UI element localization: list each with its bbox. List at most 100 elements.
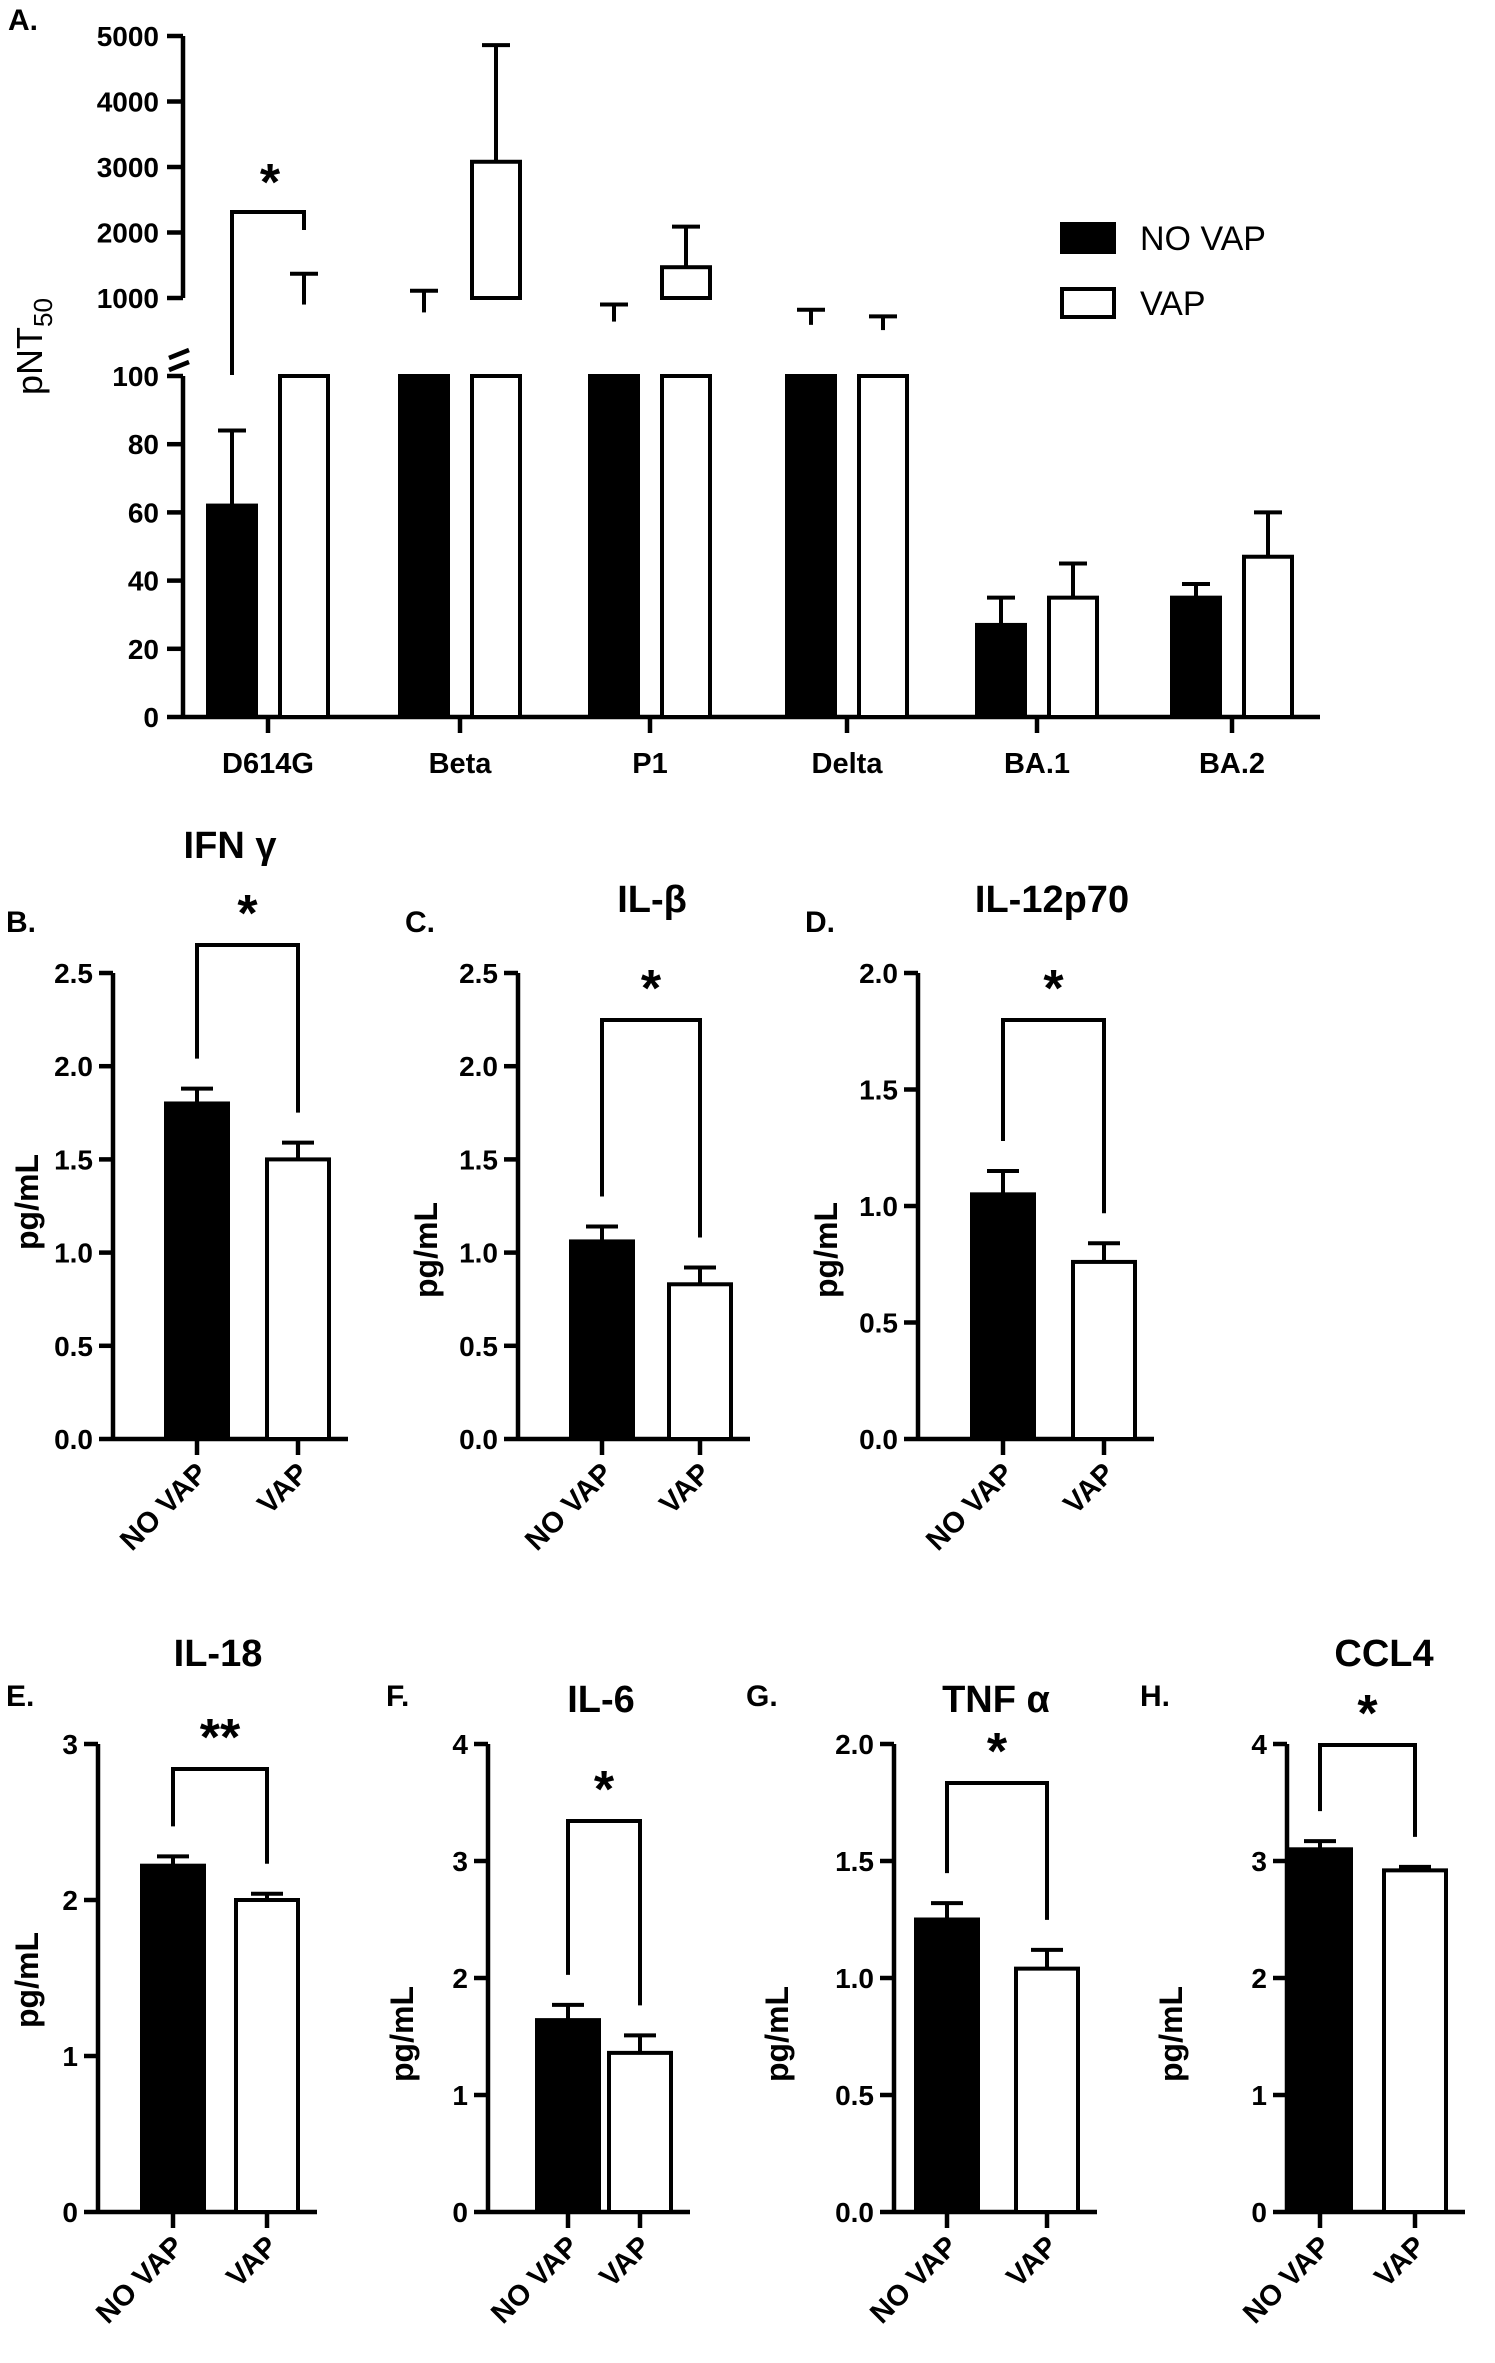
- x-tick-label-c: VAP: [654, 1457, 717, 1520]
- legend-swatch-novap: [1060, 222, 1116, 254]
- panel-e: E. IL-18 pg/mL 0 1 2 3 NO VAP VAP **: [6, 1633, 317, 2330]
- bar-a-novap: [588, 374, 640, 719]
- x-tick-label-e: VAP: [221, 2230, 284, 2293]
- y-tick-label-a: 100: [112, 361, 159, 392]
- y-tick-label-b: 2.5: [54, 958, 93, 989]
- significance-star-b: *: [237, 885, 258, 943]
- bar-e-novap: [140, 1863, 206, 2215]
- x-tick-label-a: D614G: [222, 748, 314, 780]
- bar-a-vap: [470, 159, 522, 300]
- bar-d-vap: [1071, 1259, 1137, 1442]
- significance-star-a: *: [260, 154, 281, 212]
- y-tick-label-h: 0: [1251, 2197, 1267, 2228]
- y-tick-label-g: 1.0: [835, 1963, 874, 1994]
- y-tick-label-b: 1.0: [54, 1238, 93, 1269]
- panel-h: H. CCL4 pg/mL 0 1 2 3 4 NO VAP VAP *: [1140, 1633, 1465, 2330]
- bar-a-novap: [206, 503, 258, 719]
- panel-b: B. IFN γ pg/mL 0.0 0.5 1.0 1.5 2.0 2.5 NO VAP VAP *: [6, 825, 348, 1557]
- y-axis-label-g: pg/mL: [759, 1986, 795, 2082]
- panel-c: C. IL-β pg/mL 0.0 0.5 1.0 1.5 2.0 2.5 NO VAP VAP *: [405, 879, 750, 1557]
- y-tick-label-g: 1.5: [835, 1846, 874, 1877]
- x-tick-label-g: VAP: [1001, 2230, 1064, 2293]
- y-tick-label-h: 1: [1251, 2080, 1267, 2111]
- significance-bracket-h: [1318, 1743, 1417, 1837]
- y-tick-label-a: 4000: [97, 87, 159, 118]
- x-tick-label-g: NO VAP: [864, 2230, 964, 2330]
- bar-e-vap: [234, 1898, 300, 2214]
- y-tick-label-g: 0.0: [835, 2197, 874, 2228]
- significance-star-d: *: [1043, 960, 1064, 1018]
- panel-g: G. TNF α pg/mL 0.0 0.5 1.0 1.5 2.0 NO VAP VAP *: [746, 1679, 1097, 2330]
- y-axis-label-b: pg/mL: [9, 1154, 45, 1250]
- bar-c-vap: [667, 1282, 733, 1441]
- y-tick-label-a: 0: [143, 702, 159, 733]
- significance-star-e: **: [200, 1709, 241, 1767]
- y-axis-label-e: pg/mL: [9, 1932, 45, 2028]
- bar-a-vap: [1047, 595, 1099, 720]
- bar-a-vap: [857, 374, 909, 719]
- bar-d-novap: [970, 1192, 1036, 1441]
- x-tick-label-f: NO VAP: [485, 2230, 585, 2330]
- significance-bracket-d: [1001, 1018, 1106, 1214]
- significance-bracket-f: [566, 1819, 642, 2006]
- y-tick-label-f: 1: [452, 2080, 468, 2111]
- y-tick-label-d: 0.5: [859, 1308, 898, 1339]
- panel-letter-g: G.: [746, 1680, 778, 1713]
- panel-letter-h: H.: [1140, 1680, 1170, 1713]
- legend-label-novap: NO VAP: [1140, 220, 1266, 258]
- x-tick-label-d: VAP: [1058, 1457, 1121, 1520]
- bar-b-novap: [164, 1101, 230, 1441]
- y-tick-label-f: 0: [452, 2197, 468, 2228]
- y-tick-label-f: 3: [452, 1846, 468, 1877]
- bar-f-vap: [607, 2050, 673, 2214]
- bar-g-novap: [914, 1917, 980, 2214]
- panel-title-f: IL-6: [567, 1679, 635, 1721]
- panel-title-d: IL-12p70: [975, 879, 1129, 921]
- panel-title-h: CCL4: [1334, 1633, 1433, 1675]
- y-axis-label-f: pg/mL: [384, 1986, 420, 2082]
- y-tick-label-h: 2: [1251, 1963, 1267, 1994]
- y-tick-label-b: 0.5: [54, 1331, 93, 1362]
- y-tick-label-a: 60: [128, 497, 159, 528]
- significance-bracket-b: [195, 943, 300, 1113]
- bar-a-vap: [660, 265, 712, 300]
- y-tick-label-d: 2.0: [859, 958, 898, 989]
- bar-f-novap: [535, 2018, 601, 2214]
- x-tick-label-b: VAP: [252, 1457, 315, 1520]
- x-tick-label-h: NO VAP: [1237, 2230, 1337, 2330]
- bar-g-vap: [1014, 1966, 1080, 2215]
- y-tick-label-c: 0.0: [459, 1424, 498, 1455]
- y-tick-label-a: 20: [128, 634, 159, 665]
- legend-swatch-vap: [1060, 287, 1116, 319]
- x-tick-label-f: VAP: [594, 2230, 657, 2293]
- y-tick-label-a: 40: [128, 566, 159, 597]
- bar-a-vap: [1242, 554, 1294, 719]
- y-tick-label-e: 0: [62, 2197, 78, 2228]
- significance-star-f: *: [594, 1761, 615, 1819]
- y-tick-label-b: 2.0: [54, 1051, 93, 1082]
- legend-label-vap: VAP: [1140, 285, 1206, 323]
- y-axis-label-a: pNT50: [9, 298, 58, 395]
- y-tick-label-d: 1.5: [859, 1075, 898, 1106]
- bar-c-novap: [569, 1239, 635, 1442]
- panel-title-e: IL-18: [174, 1633, 263, 1675]
- panel-title-b: IFN γ: [184, 825, 277, 867]
- y-tick-label-a: 2000: [97, 218, 159, 249]
- y-tick-label-a: 3000: [97, 152, 159, 183]
- x-tick-label-a: Delta: [812, 748, 884, 780]
- y-tick-label-e: 3: [62, 1729, 78, 1760]
- bar-a-novap: [785, 374, 837, 719]
- y-tick-label-g: 2.0: [835, 1729, 874, 1760]
- significance-star-h: *: [1357, 1685, 1378, 1743]
- y-tick-label-d: 0.0: [859, 1424, 898, 1455]
- bar-h-vap: [1382, 1868, 1448, 2214]
- y-tick-label-a: 1000: [97, 283, 159, 314]
- significance-star-c: *: [641, 960, 662, 1018]
- significance-bracket-e: [171, 1767, 269, 1864]
- bar-h-novap: [1287, 1847, 1353, 2215]
- bar-a-novap: [1170, 595, 1222, 720]
- x-tick-label-h: VAP: [1369, 2230, 1432, 2293]
- y-tick-label-a: 80: [128, 429, 159, 460]
- y-tick-label-b: 1.5: [54, 1144, 93, 1175]
